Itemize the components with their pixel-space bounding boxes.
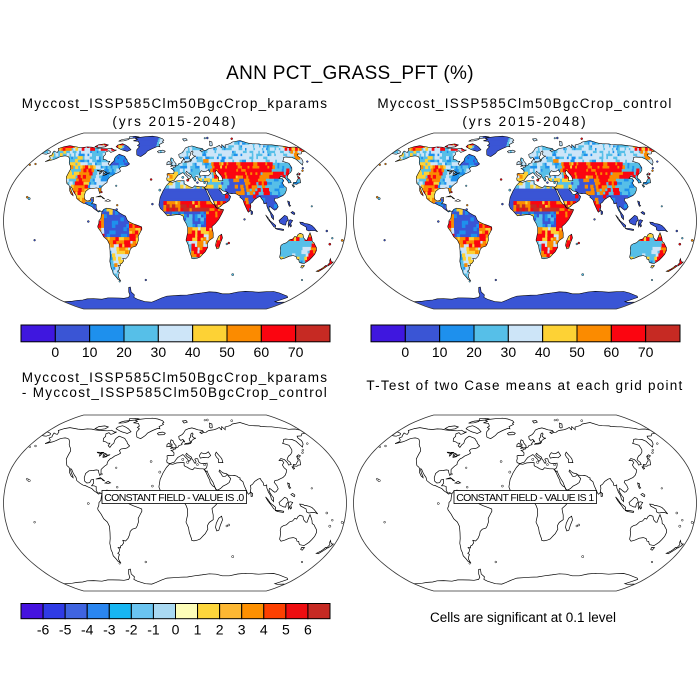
svg-text:10: 10 (82, 344, 98, 360)
svg-text:60: 60 (254, 344, 270, 360)
svg-text:0: 0 (51, 344, 59, 360)
svg-text:0: 0 (172, 622, 180, 638)
svg-text:70: 70 (638, 344, 654, 360)
svg-text:1: 1 (194, 622, 202, 638)
svg-text:70: 70 (288, 344, 304, 360)
svg-text:CONSTANT FIELD - VALUE IS 1: CONSTANT FIELD - VALUE IS 1 (456, 492, 594, 504)
svg-text:5: 5 (282, 622, 290, 638)
svg-text:40: 40 (535, 344, 551, 360)
svg-text:-4: -4 (81, 622, 94, 638)
svg-text:30: 30 (151, 344, 167, 360)
svg-text:Myccost_ISSP585Clm50BgcCrop_co: Myccost_ISSP585Clm50BgcCrop_control (377, 96, 672, 111)
svg-text:T-Test of two Case means at ea: T-Test of two Case means at each grid po… (366, 378, 683, 393)
svg-text:-2: -2 (125, 622, 138, 638)
svg-text:40: 40 (185, 344, 201, 360)
svg-text:Myccost_ISSP585Clm50BgcCrop_kp: Myccost_ISSP585Clm50BgcCrop_kparams (22, 96, 329, 111)
svg-text:3: 3 (238, 622, 246, 638)
svg-text:20: 20 (466, 344, 482, 360)
svg-text:50: 50 (219, 344, 235, 360)
svg-text:(yrs 2015-2048): (yrs 2015-2048) (462, 114, 587, 129)
svg-text:60: 60 (604, 344, 620, 360)
svg-text:Cells are significant at 0.1 l: Cells are significant at 0.1 level (430, 610, 616, 625)
svg-text:ANN PCT_GRASS_PFT (%): ANN PCT_GRASS_PFT (%) (226, 63, 474, 84)
svg-text:- Myccost_ISSP585Clm50BgcCrop_: - Myccost_ISSP585Clm50BgcCrop_control (22, 385, 328, 400)
svg-text:4: 4 (260, 622, 268, 638)
svg-text:Myccost_ISSP585Clm50BgcCrop_kp: Myccost_ISSP585Clm50BgcCrop_kparams (22, 370, 329, 385)
svg-text:10: 10 (432, 344, 448, 360)
svg-text:0: 0 (401, 344, 409, 360)
svg-text:2: 2 (216, 622, 224, 638)
svg-text:20: 20 (116, 344, 132, 360)
svg-text:6: 6 (304, 622, 312, 638)
svg-text:-1: -1 (147, 622, 160, 638)
svg-text:CONSTANT FIELD - VALUE IS .0: CONSTANT FIELD - VALUE IS .0 (104, 492, 244, 504)
svg-text:-6: -6 (37, 622, 50, 638)
svg-text:-5: -5 (59, 622, 72, 638)
svg-text:-3: -3 (103, 622, 116, 638)
svg-text:50: 50 (569, 344, 585, 360)
svg-text:30: 30 (501, 344, 517, 360)
svg-text:(yrs 2015-2048): (yrs 2015-2048) (112, 114, 237, 129)
